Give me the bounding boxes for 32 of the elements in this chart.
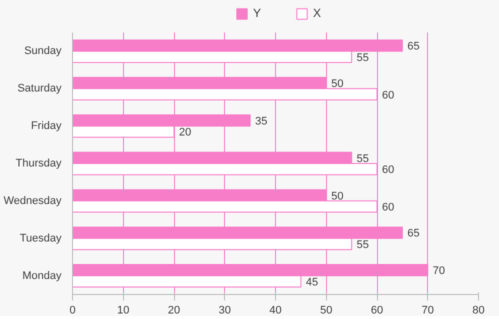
y-tick-label: Sunday — [24, 45, 62, 58]
data-label: 65 — [407, 40, 420, 53]
data-label: 60 — [382, 164, 394, 176]
y-tick-label: Monday — [22, 270, 62, 282]
data-label: 20 — [179, 126, 192, 139]
data-label: 70 — [432, 265, 445, 278]
y-tick-label: Friday — [30, 120, 62, 132]
data-label: 55 — [356, 52, 369, 64]
x-tick-label: 80 — [472, 304, 485, 316]
x-tick-label: 10 — [117, 304, 130, 316]
legend-label: X — [313, 6, 322, 20]
y-tick-label: Tuesday — [20, 232, 62, 244]
data-label: 55 — [356, 152, 369, 165]
y-tick-label: Thursday — [16, 158, 62, 170]
data-label: 45 — [306, 276, 318, 288]
x-tick-label: 60 — [370, 304, 384, 316]
data-label: 65 — [407, 228, 420, 240]
x-tick-label: 50 — [320, 304, 332, 316]
x-tick-label: 30 — [218, 304, 231, 316]
y-tick-label: Wednesday — [4, 194, 62, 207]
data-label: 60 — [382, 89, 394, 102]
x-tick-label: 20 — [168, 304, 180, 316]
data-label: 60 — [382, 202, 394, 214]
x-tick-label: 40 — [269, 304, 282, 316]
data-label: 55 — [356, 238, 369, 251]
x-tick-label: 0 — [69, 304, 76, 316]
data-label: 50 — [331, 78, 344, 90]
legend-label: Y — [253, 6, 262, 20]
data-label: 50 — [331, 190, 344, 202]
y-tick-label: Saturday — [17, 82, 62, 95]
data-label: 35 — [255, 115, 268, 128]
x-tick-label: 70 — [422, 304, 434, 316]
